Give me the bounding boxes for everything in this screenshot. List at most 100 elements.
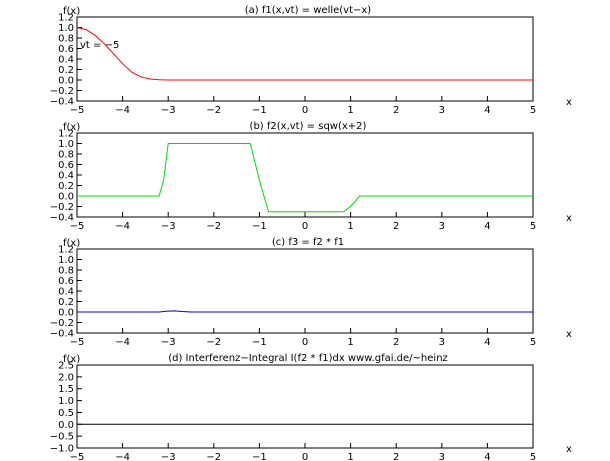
y-axis-label-1: f(x)	[63, 122, 80, 133]
y-tick-label-3-6: −0.5	[50, 432, 74, 443]
x-tick-label-3-2: −3	[161, 452, 176, 461]
y-tick-label-2-4: 0.4	[58, 287, 74, 298]
y-tick-label-0-6: 0.0	[58, 76, 74, 87]
x-tick-label-1-4: −1	[252, 221, 267, 232]
x-tick-label-1-10: 5	[530, 221, 536, 232]
x-axis-label-1: x	[566, 213, 572, 224]
x-tick-label-3-7: 2	[393, 452, 399, 461]
plot-frame-2	[76, 248, 534, 334]
plot-frame-0	[76, 16, 534, 102]
x-tick-label-2-4: −1	[252, 337, 267, 348]
x-tick-label-3-6: 1	[347, 452, 353, 461]
x-tick-label-1-6: 1	[347, 221, 353, 232]
x-tick-label-1-2: −3	[161, 221, 176, 232]
y-tick-label-1-8: −0.4	[50, 213, 74, 224]
y-axis-label-0: f(x)	[63, 6, 80, 17]
y-tick-label-0-4: 0.4	[58, 55, 74, 66]
y-axis-label-3: f(x)	[63, 354, 80, 365]
y-tick-label-1-7: −0.2	[50, 202, 74, 213]
x-tick-label-1-7: 2	[393, 221, 399, 232]
y-tick-label-1-3: 0.6	[58, 160, 74, 171]
x-axis-label-2: x	[566, 329, 572, 340]
x-tick-label-0-3: −2	[206, 105, 221, 116]
y-tick-label-3-0: 2.5	[58, 361, 74, 372]
x-tick-label-3-10: 5	[530, 452, 536, 461]
x-tick-label-1-8: 3	[439, 221, 445, 232]
y-tick-label-2-0: 1.2	[58, 245, 74, 256]
chart-title-1: (b) f2(x,vt) = sqw(x+2)	[250, 121, 367, 132]
x-axis-label-3: x	[566, 444, 572, 455]
chart-title-3: (d) Interferenz−Integral I(f2 * f1)dx ww…	[168, 353, 448, 364]
x-tick-label-2-6: 1	[347, 337, 353, 348]
plot-frame-1	[76, 132, 534, 218]
chart-title-2: (c) f3 = f2 * f1	[272, 237, 344, 248]
x-tick-label-0-5: 0	[302, 105, 308, 116]
x-tick-label-2-0: −5	[70, 337, 85, 348]
x-tick-label-2-1: −4	[115, 337, 130, 348]
y-tick-label-1-6: 0.0	[58, 192, 74, 203]
chart-title-0: (a) f1(x,vt) = welle(vt−x)	[245, 5, 372, 16]
x-tick-label-0-10: 5	[530, 105, 536, 116]
y-tick-label-3-3: 1.0	[58, 396, 74, 407]
y-tick-label-0-2: 0.8	[58, 34, 74, 45]
x-tick-label-2-9: 4	[484, 337, 490, 348]
x-tick-label-2-2: −3	[161, 337, 176, 348]
x-tick-label-3-0: −5	[70, 452, 85, 461]
x-tick-label-2-5: 0	[302, 337, 308, 348]
x-axis-label-0: x	[566, 97, 572, 108]
series-line-1-0	[77, 143, 533, 213]
y-tick-label-1-4: 0.4	[58, 171, 74, 182]
series-line-2-0	[77, 310, 533, 313]
x-tick-label-0-2: −3	[161, 105, 176, 116]
y-tick-label-2-5: 0.2	[58, 297, 74, 308]
y-tick-label-2-6: 0.0	[58, 308, 74, 319]
y-tick-label-0-1: 1.0	[58, 23, 74, 34]
y-tick-label-2-1: 1.0	[58, 255, 74, 266]
y-tick-label-0-7: −0.2	[50, 86, 74, 97]
y-tick-label-1-1: 1.0	[58, 139, 74, 150]
x-tick-label-2-10: 5	[530, 337, 536, 348]
y-tick-label-1-0: 1.2	[58, 129, 74, 140]
y-tick-label-1-2: 0.8	[58, 150, 74, 161]
y-tick-label-3-2: 1.5	[58, 384, 74, 395]
y-tick-label-3-7: −1.0	[50, 444, 74, 455]
y-tick-label-0-5: 0.2	[58, 65, 74, 76]
y-tick-label-0-3: 0.6	[58, 44, 74, 55]
x-tick-label-0-1: −4	[115, 105, 130, 116]
y-axis-label-2: f(x)	[63, 238, 80, 249]
x-tick-label-1-3: −2	[206, 221, 221, 232]
x-tick-label-1-9: 4	[484, 221, 490, 232]
x-tick-label-1-1: −4	[115, 221, 130, 232]
x-tick-label-3-3: −2	[206, 452, 221, 461]
x-tick-label-3-5: 0	[302, 452, 308, 461]
y-tick-label-2-2: 0.8	[58, 266, 74, 277]
series-line-0-0	[76, 27, 533, 81]
x-tick-label-0-9: 4	[484, 105, 490, 116]
x-tick-label-2-7: 2	[393, 337, 399, 348]
x-tick-label-3-9: 4	[484, 452, 490, 461]
plot-frame-3	[76, 364, 534, 449]
x-tick-label-1-5: 0	[302, 221, 308, 232]
y-tick-label-2-3: 0.6	[58, 276, 74, 287]
y-tick-label-1-5: 0.2	[58, 181, 74, 192]
y-tick-label-0-0: 1.2	[58, 13, 74, 24]
y-tick-label-0-8: −0.4	[50, 97, 74, 108]
x-tick-label-1-0: −5	[70, 221, 85, 232]
x-tick-label-0-7: 2	[393, 105, 399, 116]
y-tick-label-2-7: −0.2	[50, 318, 74, 329]
x-tick-label-3-4: −1	[252, 452, 267, 461]
y-tick-label-3-4: 0.5	[58, 408, 74, 419]
y-tick-label-3-5: 0.0	[58, 420, 74, 431]
x-tick-label-0-6: 1	[347, 105, 353, 116]
x-tick-label-0-8: 3	[439, 105, 445, 116]
x-tick-label-0-0: −5	[70, 105, 85, 116]
x-tick-label-2-3: −2	[206, 337, 221, 348]
x-tick-label-3-8: 3	[439, 452, 445, 461]
x-tick-label-3-1: −4	[115, 452, 130, 461]
annotation-0: vt = −5	[80, 40, 119, 51]
y-tick-label-2-8: −0.4	[50, 329, 74, 340]
x-tick-label-0-4: −1	[252, 105, 267, 116]
y-tick-label-3-1: 2.0	[58, 372, 74, 383]
x-tick-label-2-8: 3	[439, 337, 445, 348]
